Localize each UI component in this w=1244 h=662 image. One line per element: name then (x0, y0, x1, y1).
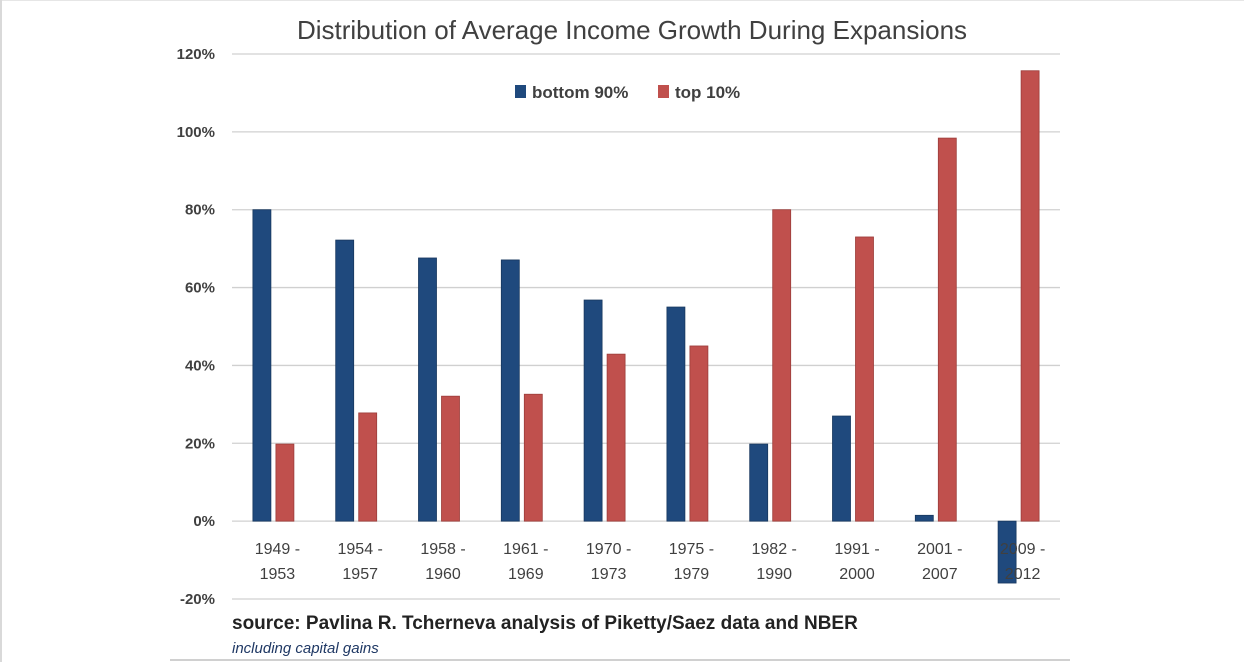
legend-label-top-10: top 10% (675, 83, 740, 102)
x-tick-label: 1979 (674, 566, 710, 583)
bar-bottom-90 (832, 415, 851, 522)
x-tick-label: 1958 - (420, 541, 465, 558)
x-tick-label: 1957 (342, 566, 378, 583)
bar-top-10 (1020, 70, 1040, 522)
legend: bottom 90% top 10% (515, 83, 740, 102)
y-tick-label: 120% (177, 46, 215, 63)
bars (252, 70, 1040, 584)
x-tick-label: 1969 (508, 566, 544, 583)
x-tick-label: 1982 - (752, 541, 797, 558)
y-tick-label: 0% (193, 513, 215, 530)
bar-top-10 (358, 412, 378, 522)
x-tick-label: 2012 (1005, 566, 1041, 583)
bar-bottom-90 (418, 257, 437, 522)
x-tick-label: 1991 - (834, 541, 879, 558)
x-tick-label: 2001 - (917, 541, 962, 558)
frame-top-border (0, 0, 1244, 1)
x-tick-label: 1970 - (586, 541, 631, 558)
legend-label-bottom-90: bottom 90% (532, 83, 628, 102)
x-axis-ticks: 1949 - 1953 1954 - 1957 1958 - 1960 1961 - 1969… (255, 541, 1046, 583)
bar-bottom-90 (749, 443, 769, 522)
y-tick-label: -20% (180, 591, 215, 608)
y-axis-ticks: 120% 100% 80% 60% 40% 20% 0% -20% (177, 46, 215, 608)
legend-swatch-bottom-90 (515, 85, 526, 98)
bar-top-10 (606, 353, 626, 522)
chart-title: Distribution of Average Income Growth Du… (297, 15, 967, 45)
bar-top-10 (689, 345, 709, 522)
bar-bottom-90 (583, 299, 603, 522)
bar-top-10 (523, 393, 543, 522)
x-tick-label: 1975 - (669, 541, 714, 558)
bar-bottom-90 (666, 306, 686, 522)
x-tick-label: 1954 - (338, 541, 383, 558)
x-tick-label: 1973 (591, 566, 627, 583)
x-tick-label: 1960 (425, 566, 461, 583)
bar-bottom-90 (252, 209, 272, 522)
bar-top-10 (937, 137, 957, 522)
y-tick-label: 20% (185, 435, 215, 452)
y-tick-label: 100% (177, 124, 215, 141)
x-tick-label: 2007 (922, 566, 958, 583)
frame-left-border (0, 0, 2, 662)
legend-swatch-top-10 (658, 85, 669, 98)
bar-bottom-90 (997, 520, 1017, 584)
bar-top-10 (855, 236, 874, 522)
source-annotation: source: Pavlina R. Tcherneva analysis of… (232, 613, 858, 634)
x-tick-label: 2000 (839, 566, 875, 583)
x-tick-label: 1961 - (503, 541, 548, 558)
x-tick-label: 1949 - (255, 541, 300, 558)
y-tick-label: 40% (185, 357, 215, 374)
gridlines (232, 53, 1060, 600)
x-tick-label: 1990 (756, 566, 792, 583)
bar-top-10 (441, 395, 460, 522)
y-tick-label: 80% (185, 202, 215, 219)
bar-bottom-90 (335, 239, 355, 522)
x-tick-label: 2009 - (1000, 541, 1045, 558)
capital-gains-note: including capital gains (232, 640, 379, 657)
bar-bottom-90 (500, 259, 520, 522)
x-tick-label: 1953 (260, 566, 296, 583)
frame-bottom-border (170, 659, 1070, 661)
bar-top-10 (275, 443, 295, 522)
y-tick-label: 60% (185, 280, 215, 297)
bar-top-10 (772, 209, 792, 522)
bar-bottom-90 (914, 514, 934, 522)
